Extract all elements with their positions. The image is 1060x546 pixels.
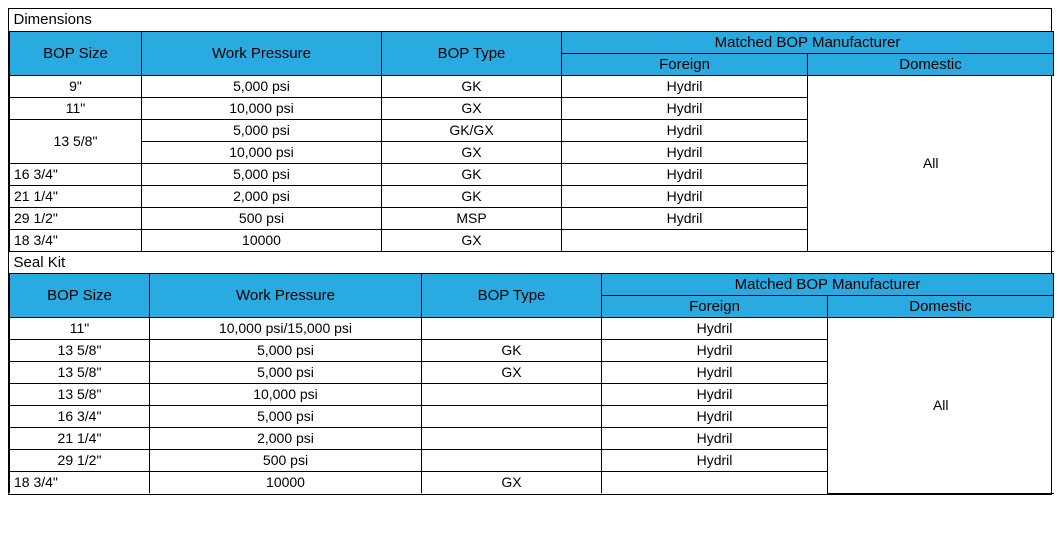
cell-size: 13 5/8" (10, 383, 150, 405)
cell-type: GK/GX (382, 119, 562, 141)
cell-foreign: Hydril (602, 317, 828, 339)
cell-pressure: 5,000 psi (150, 405, 422, 427)
cell-size: 21 1/4" (10, 427, 150, 449)
section-title-dimensions: Dimensions (10, 9, 1054, 31)
cell-size: 18 3/4" (10, 229, 142, 251)
cell-type (422, 383, 602, 405)
cell-foreign: Hydril (602, 339, 828, 361)
cell-foreign (562, 229, 808, 251)
cell-foreign: Hydril (602, 449, 828, 471)
cell-type (422, 317, 602, 339)
cell-type: GK (382, 185, 562, 207)
cell-pressure: 10000 (142, 229, 382, 251)
cell-foreign: Hydril (562, 207, 808, 229)
cell-type: GX (382, 141, 562, 163)
cell-pressure: 10,000 psi (142, 97, 382, 119)
col-foreign: Foreign (602, 295, 828, 317)
cell-foreign: Hydril (562, 119, 808, 141)
cell-size: 29 1/2" (10, 449, 150, 471)
cell-type: GX (382, 229, 562, 251)
col-bop-type: BOP Type (422, 273, 602, 317)
table-row: 9" 5,000 psi GK Hydril All (10, 75, 1054, 97)
header-row-1: BOP Size Work Pressure BOP Type Matched … (10, 31, 1054, 53)
cell-foreign: Hydril (562, 75, 808, 97)
col-work-pressure: Work Pressure (142, 31, 382, 75)
cell-pressure: 10,000 psi (150, 383, 422, 405)
cell-foreign: Hydril (562, 141, 808, 163)
cell-foreign (602, 471, 828, 493)
cell-type (422, 427, 602, 449)
col-domestic: Domestic (808, 53, 1054, 75)
col-foreign: Foreign (562, 53, 808, 75)
cell-type: GK (422, 339, 602, 361)
cell-type (422, 405, 602, 427)
bop-spec-tables: Dimensions BOP Size Work Pressure BOP Ty… (8, 8, 1052, 495)
table-row: 11" 10,000 psi/15,000 psi Hydril All (10, 317, 1054, 339)
cell-size: 16 3/4" (10, 163, 142, 185)
cell-foreign: Hydril (602, 383, 828, 405)
cell-size: 11" (10, 317, 150, 339)
cell-size: 13 5/8" (10, 339, 150, 361)
col-matched: Matched BOP Manufacturer (562, 31, 1054, 53)
cell-type (422, 449, 602, 471)
col-bop-type: BOP Type (382, 31, 562, 75)
cell-pressure: 2,000 psi (150, 427, 422, 449)
cell-pressure: 5,000 psi (142, 75, 382, 97)
col-bop-size: BOP Size (10, 31, 142, 75)
section-row: Seal Kit (10, 251, 1054, 273)
cell-domestic-all: All (828, 317, 1054, 493)
cell-pressure: 5,000 psi (142, 163, 382, 185)
cell-pressure: 2,000 psi (142, 185, 382, 207)
cell-size: 13 5/8" (10, 361, 150, 383)
col-matched: Matched BOP Manufacturer (602, 273, 1054, 295)
dimensions-table: Dimensions BOP Size Work Pressure BOP Ty… (9, 9, 1054, 274)
cell-type: GK (382, 75, 562, 97)
cell-domestic-all: All (808, 75, 1054, 251)
cell-foreign: Hydril (602, 361, 828, 383)
cell-type: GX (422, 361, 602, 383)
cell-type: GK (382, 163, 562, 185)
header-row-1: BOP Size Work Pressure BOP Type Matched … (10, 273, 1054, 295)
cell-pressure: 10000 (150, 471, 422, 493)
col-work-pressure: Work Pressure (150, 273, 422, 317)
cell-foreign: Hydril (602, 405, 828, 427)
section-row: Dimensions (10, 9, 1054, 31)
cell-foreign: Hydril (562, 97, 808, 119)
cell-type: GX (382, 97, 562, 119)
cell-type: MSP (382, 207, 562, 229)
cell-size: 21 1/4" (10, 185, 142, 207)
cell-pressure: 500 psi (142, 207, 382, 229)
cell-foreign: Hydril (562, 163, 808, 185)
cell-size: 13 5/8" (10, 119, 142, 163)
cell-pressure: 5,000 psi (150, 361, 422, 383)
cell-pressure: 500 psi (150, 449, 422, 471)
cell-pressure: 10,000 psi/15,000 psi (150, 317, 422, 339)
cell-pressure: 5,000 psi (150, 339, 422, 361)
cell-size: 16 3/4" (10, 405, 150, 427)
cell-foreign: Hydril (602, 427, 828, 449)
sealkit-table: BOP Size Work Pressure BOP Type Matched … (9, 273, 1054, 494)
cell-type: GX (422, 471, 602, 493)
cell-pressure: 10,000 psi (142, 141, 382, 163)
cell-size: 9" (10, 75, 142, 97)
cell-size: 11" (10, 97, 142, 119)
cell-pressure: 5,000 psi (142, 119, 382, 141)
cell-foreign: Hydril (562, 185, 808, 207)
section-title-sealkit: Seal Kit (10, 251, 1054, 273)
cell-size: 18 3/4" (10, 471, 150, 493)
col-domestic: Domestic (828, 295, 1054, 317)
col-bop-size: BOP Size (10, 273, 150, 317)
cell-size: 29 1/2" (10, 207, 142, 229)
